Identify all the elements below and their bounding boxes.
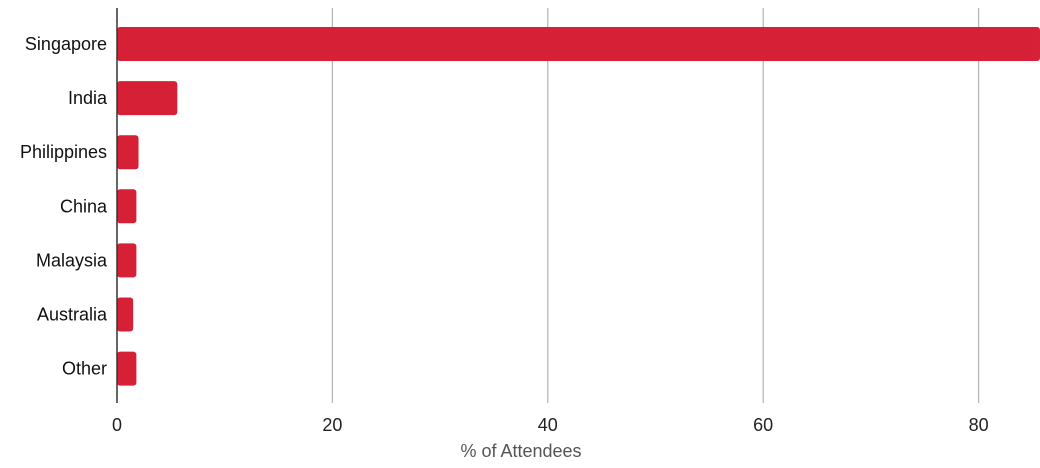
x-tick-label-0: 0 [112, 415, 122, 435]
bar-other [117, 351, 137, 386]
y-category-label-malaysia: Malaysia [36, 250, 108, 270]
x-tick-label-20: 20 [322, 415, 342, 435]
x-tick-label-60: 60 [753, 415, 773, 435]
x-tick-label-80: 80 [969, 415, 989, 435]
x-tick-label-40: 40 [538, 415, 558, 435]
y-category-label-australia: Australia [37, 305, 108, 325]
bars [117, 27, 1040, 386]
y-category-label-china: China [60, 196, 108, 216]
bar-australia [117, 297, 134, 332]
labels: 0 20 40 60 80 Singapore India Philippines China M… [20, 34, 989, 435]
grid-lines [331, 8, 980, 403]
bar-malaysia [117, 243, 137, 278]
bar-india [117, 81, 178, 116]
x-axis-title: % of Attendees [460, 441, 581, 461]
y-category-label-philippines: Philippines [20, 142, 107, 162]
bar-philippines [117, 135, 139, 170]
y-category-label-india: India [68, 88, 108, 108]
y-category-label-other: Other [62, 359, 107, 379]
bar-singapore [117, 27, 1040, 61]
y-category-label-singapore: Singapore [25, 34, 107, 54]
bar-china [117, 189, 137, 224]
